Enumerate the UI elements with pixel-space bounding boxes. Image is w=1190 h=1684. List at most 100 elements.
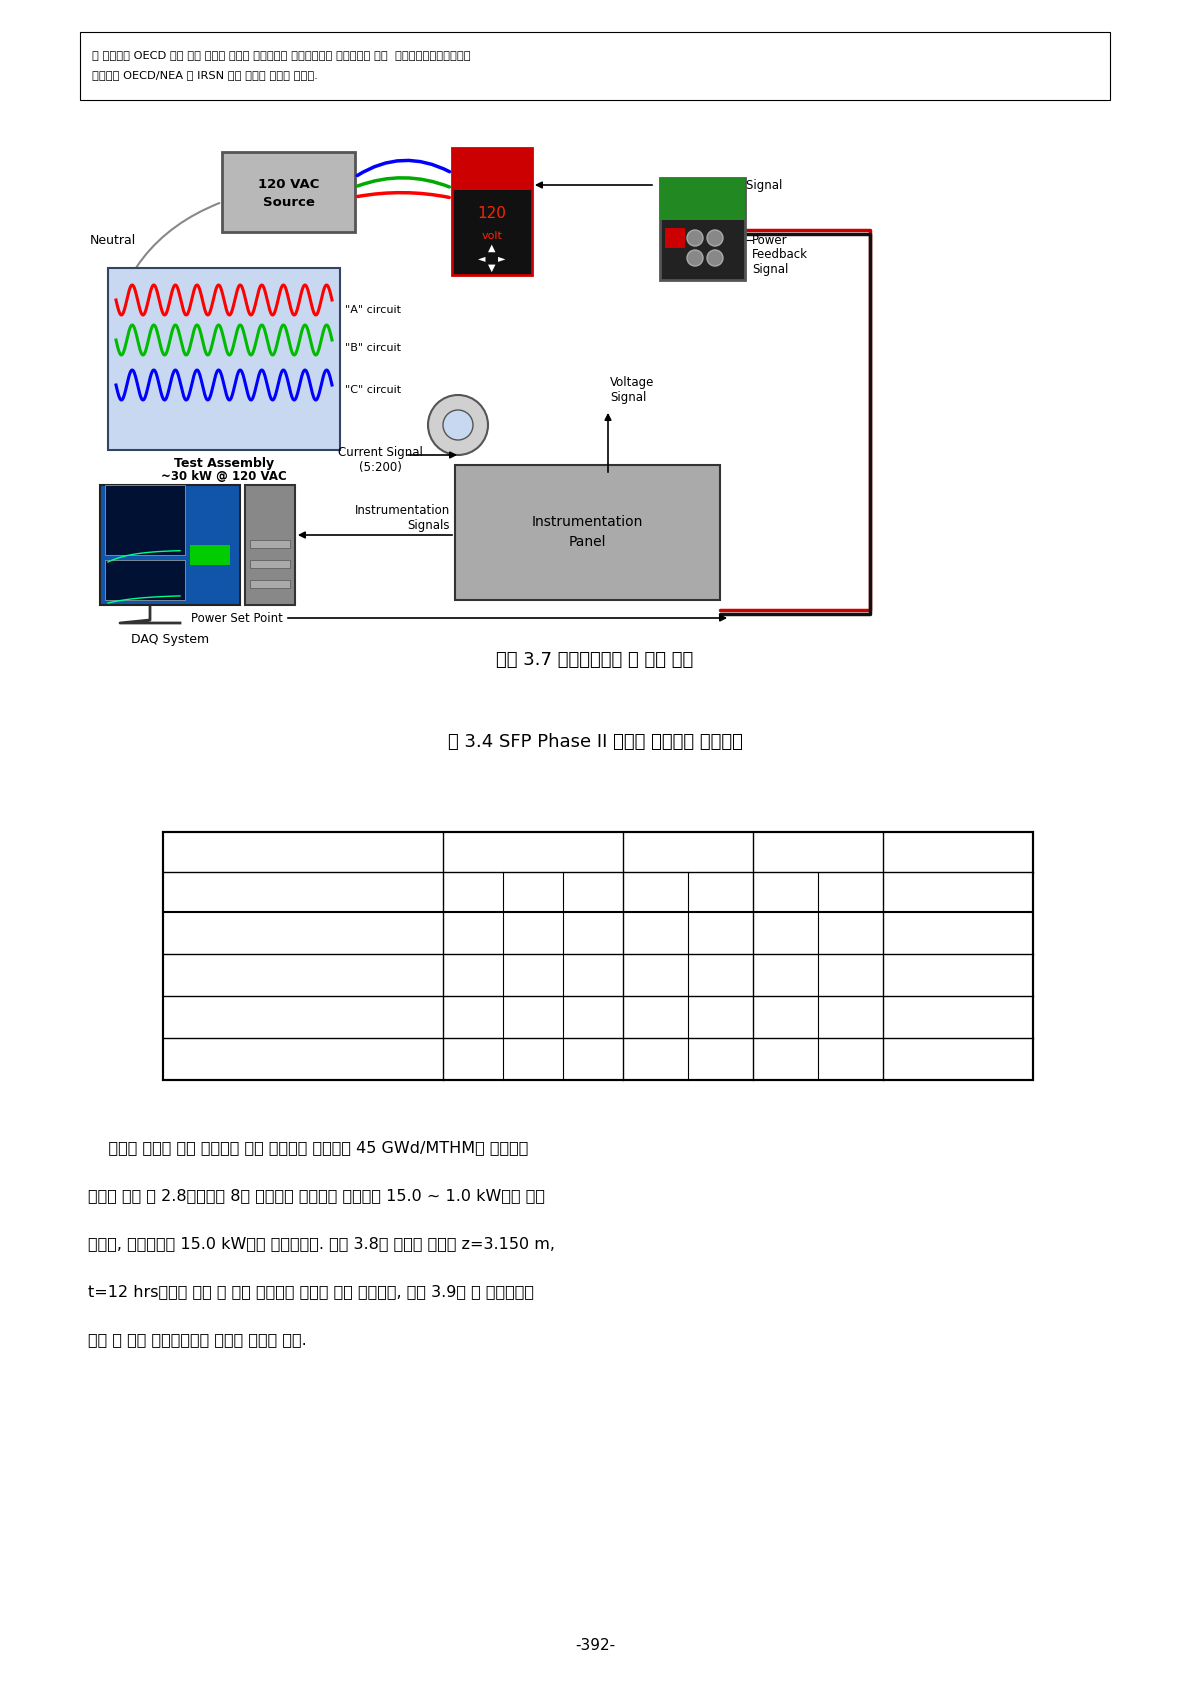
Text: ▼: ▼ (488, 263, 496, 273)
Text: PID: PID (688, 192, 718, 207)
Text: Peripheral: Peripheral (713, 845, 794, 859)
Text: Test Assembly: Test Assembly (174, 458, 274, 470)
Text: 0.400: 0.400 (833, 968, 869, 982)
Circle shape (707, 249, 724, 266)
Text: Instrumentation
Signals: Instrumentation Signals (355, 504, 450, 532)
Text: Center: Center (507, 845, 559, 859)
Text: 0.238: 0.238 (638, 968, 674, 982)
Text: 0.400: 0.400 (702, 968, 739, 982)
Text: Center-Peripheral: Center-Peripheral (903, 886, 1013, 899)
Text: S: S (169, 1010, 177, 1024)
Bar (100, 485, 240, 605)
Text: -392-: -392- (575, 1637, 615, 1652)
Text: 120: 120 (477, 205, 507, 221)
Bar (660, 179, 745, 280)
Text: ▲: ▲ (488, 242, 496, 253)
Text: 5.904: 5.904 (940, 968, 976, 982)
Text: 508: 508 (708, 926, 733, 940)
Bar (455, 465, 720, 600)
Text: 중심 및 주위 집합체에서의 유량을 보이고 있다.: 중심 및 주위 집합체에서의 유량을 보이고 있다. (88, 1332, 307, 1347)
Circle shape (443, 409, 472, 440)
Circle shape (428, 396, 488, 455)
Text: LAM: LAM (178, 1019, 200, 1027)
Text: 118: 118 (708, 1010, 732, 1024)
Text: volt: volt (482, 231, 502, 241)
Text: 표 3.4 SFP Phase II 장치의 수력학적 손실계수: 표 3.4 SFP Phase II 장치의 수력학적 손실계수 (447, 733, 743, 751)
Text: 600: 600 (521, 926, 545, 940)
Text: 1.5: 1.5 (948, 1052, 967, 1066)
Text: 35.3: 35.3 (837, 1052, 864, 1066)
Text: 16: 16 (950, 926, 966, 940)
Text: Pipe: Pipe (804, 886, 832, 899)
Text: DAQ System: DAQ System (131, 633, 209, 647)
Text: Σk: Σk (169, 1052, 186, 1066)
Text: Instrumentation: Instrumentation (532, 515, 643, 529)
Text: "A" circuit: "A" circuit (345, 305, 401, 315)
Text: 508: 508 (839, 926, 863, 940)
Text: Current Signal
(5:200): Current Signal (5:200) (338, 446, 422, 473)
Text: Power Set Point: Power Set Point (192, 611, 283, 625)
Text: 119: 119 (462, 1010, 484, 1024)
Text: --: -- (953, 1010, 963, 1024)
Circle shape (707, 231, 724, 246)
Text: 되었고, 점화시험은 15.0 kW에서 수행되었다. 그림 3.8은 점화전 실험시 z=3.150 m,: 되었고, 점화시험은 15.0 kW에서 수행되었다. 그림 3.8은 점화전 … (88, 1236, 555, 1251)
Text: EZ: EZ (670, 234, 681, 242)
Text: 129: 129 (521, 1010, 545, 1024)
Text: 0.476: 0.476 (515, 968, 551, 982)
Text: 경유하여 OECD/NEA 및 IRSN 등의 검토를 받아야 합니다.: 경유하여 OECD/NEA 및 IRSN 등의 검토를 받아야 합니다. (92, 71, 318, 81)
Text: 29.1: 29.1 (707, 1052, 734, 1066)
Bar (108, 268, 340, 450)
Text: Pipe: Pipe (519, 886, 547, 899)
Text: 0.238: 0.238 (768, 968, 803, 982)
Bar (250, 541, 290, 547)
Text: ◄: ◄ (478, 253, 486, 263)
Text: 43.6: 43.6 (580, 1052, 607, 1066)
Text: ►: ► (499, 253, 506, 263)
Text: Upper velocity (m/s): Upper velocity (m/s) (169, 968, 296, 982)
Text: Panel: Panel (569, 536, 606, 549)
Bar (245, 485, 295, 605)
Text: Upper Flow Rate (slpm): Upper Flow Rate (slpm) (169, 926, 315, 940)
Text: 52.5: 52.5 (771, 1052, 800, 1066)
Text: Pool: Pool (675, 886, 702, 899)
Text: 118: 118 (839, 1010, 863, 1024)
Text: 126: 126 (581, 1010, 605, 1024)
Text: ~30 kW @ 120 VAC: ~30 kW @ 120 VAC (161, 470, 287, 483)
Text: 그림 3.7 출력제어장치 및 실험 회로: 그림 3.7 출력제어장치 및 실험 회로 (496, 652, 694, 669)
Text: 0.560: 0.560 (575, 968, 610, 982)
Text: 47.5: 47.5 (641, 1052, 670, 1066)
Text: Cross-Flow: Cross-Flow (915, 845, 1001, 859)
Text: Power Control Signal: Power Control Signal (660, 179, 782, 192)
Bar (660, 179, 745, 221)
Text: 점화전 실험은 현재 산업체의 평균 연소도에 해당하는 45 GWd/MTHM를 기준으로: 점화전 실험은 현재 산업체의 평균 연소도에 해당하는 45 GWd/MTHM… (88, 1140, 528, 1155)
Bar (250, 579, 290, 588)
Bar (190, 546, 230, 566)
Bar (223, 152, 355, 232)
Text: 73.0: 73.0 (459, 1052, 487, 1066)
Text: 300: 300 (461, 926, 486, 940)
Text: 113: 113 (644, 1010, 668, 1024)
Text: 37.9: 37.9 (519, 1052, 547, 1066)
Text: Power
Feedback
Signal: Power Feedback Signal (752, 234, 808, 276)
Bar (452, 148, 532, 190)
Bar (452, 148, 532, 274)
Text: 원자로 방출 후 2.8개월부터 8년 경과시의 붕괴열을 대표하는 15.0 ~ 1.0 kW에서 수행: 원자로 방출 후 2.8개월부터 8년 경과시의 붕괴열을 대표하는 15.0 … (88, 1187, 545, 1202)
Text: 0.238: 0.238 (455, 968, 491, 982)
Text: 738: 738 (581, 926, 605, 940)
Text: "B" circuit: "B" circuit (345, 344, 401, 354)
Text: 본 보고서의 OECD 등의 실험 자료를 이용한 논문발표는 국제공동과제 계약사항에 따라  한국원자력안전기술원을: 본 보고서의 OECD 등의 실험 자료를 이용한 논문발표는 국제공동과제 계… (92, 51, 470, 61)
Bar (250, 561, 290, 568)
Bar (665, 227, 685, 248)
Text: 113: 113 (774, 1010, 797, 1024)
Bar (80, 32, 1110, 99)
Bar (105, 561, 184, 600)
Text: "C" circuit: "C" circuit (345, 386, 401, 396)
Bar (163, 832, 1033, 1079)
Text: Voltage
Signal: Voltage Signal (610, 376, 655, 404)
Bar (105, 485, 184, 556)
Text: 120 VAC: 120 VAC (258, 177, 319, 190)
Text: 300: 300 (774, 926, 797, 940)
Text: Neutral: Neutral (90, 234, 136, 246)
Circle shape (687, 249, 703, 266)
Text: t=12 hrs에서의 중심 및 주위 집합체의 피복재 온도 첨두치를, 그림 3.9는 이 시점에서의: t=12 hrs에서의 중심 및 주위 집합체의 피복재 온도 첨두치를, 그림… (88, 1283, 534, 1298)
